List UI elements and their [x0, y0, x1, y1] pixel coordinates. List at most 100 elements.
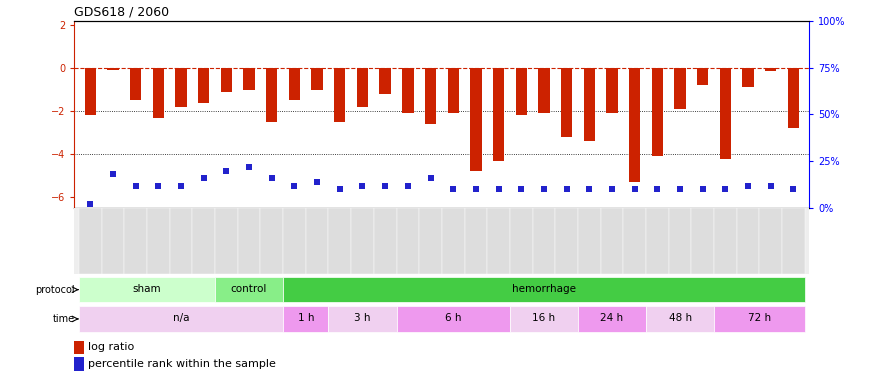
- Bar: [442, 208, 465, 274]
- Bar: [85, 68, 96, 116]
- Bar: [788, 68, 799, 128]
- Point: [673, 186, 687, 192]
- Bar: [238, 208, 261, 274]
- Bar: [396, 306, 510, 332]
- Bar: [108, 68, 119, 70]
- Bar: [102, 208, 124, 274]
- Point: [355, 183, 369, 189]
- Point: [265, 175, 279, 181]
- Bar: [261, 208, 284, 274]
- Bar: [578, 208, 600, 274]
- Point: [560, 186, 574, 192]
- Text: GDS618 / 2060: GDS618 / 2060: [74, 5, 170, 18]
- Bar: [714, 306, 805, 332]
- Text: percentile rank within the sample: percentile rank within the sample: [88, 359, 276, 369]
- Bar: [284, 208, 305, 274]
- Text: 1 h: 1 h: [298, 314, 314, 323]
- Bar: [720, 68, 732, 159]
- Bar: [533, 208, 556, 274]
- Bar: [215, 277, 284, 302]
- Bar: [192, 208, 215, 274]
- Bar: [646, 208, 668, 274]
- Bar: [515, 68, 527, 116]
- Bar: [691, 208, 714, 274]
- Bar: [646, 306, 714, 332]
- Bar: [629, 68, 640, 182]
- Text: control: control: [231, 284, 267, 294]
- Text: 3 h: 3 h: [354, 314, 371, 323]
- Bar: [130, 68, 141, 100]
- Bar: [220, 68, 232, 92]
- Bar: [74, 340, 84, 354]
- Point: [627, 186, 641, 192]
- Text: 72 h: 72 h: [748, 314, 771, 323]
- Point: [605, 186, 619, 192]
- Bar: [668, 208, 691, 274]
- Bar: [79, 277, 215, 302]
- Point: [242, 164, 256, 170]
- Point: [287, 183, 301, 189]
- Text: 48 h: 48 h: [668, 314, 691, 323]
- Bar: [584, 68, 595, 141]
- Bar: [243, 68, 255, 90]
- Point: [492, 186, 506, 192]
- Bar: [198, 68, 209, 102]
- Point: [174, 183, 188, 189]
- Bar: [74, 357, 84, 370]
- Bar: [606, 68, 618, 113]
- Bar: [312, 68, 323, 90]
- Point: [220, 168, 234, 174]
- Bar: [714, 208, 737, 274]
- Point: [332, 186, 346, 192]
- Bar: [374, 208, 396, 274]
- Point: [129, 183, 143, 189]
- Bar: [765, 68, 776, 71]
- Point: [741, 183, 755, 189]
- Text: 6 h: 6 h: [445, 314, 461, 323]
- Bar: [465, 208, 487, 274]
- Bar: [170, 208, 192, 274]
- Bar: [152, 68, 164, 118]
- Bar: [493, 68, 504, 161]
- Text: time: time: [52, 314, 75, 324]
- Text: 16 h: 16 h: [532, 314, 556, 323]
- Bar: [737, 208, 760, 274]
- Text: n/a: n/a: [172, 314, 189, 323]
- Bar: [328, 306, 396, 332]
- Bar: [402, 68, 414, 113]
- Bar: [652, 68, 663, 156]
- Point: [537, 186, 551, 192]
- Point: [151, 183, 165, 189]
- Point: [83, 201, 97, 207]
- Text: protocol: protocol: [35, 285, 75, 295]
- Bar: [600, 208, 623, 274]
- Point: [401, 183, 415, 189]
- Bar: [284, 277, 805, 302]
- Point: [787, 186, 801, 192]
- Bar: [284, 306, 328, 332]
- Bar: [760, 208, 782, 274]
- Point: [764, 183, 778, 189]
- Bar: [351, 208, 374, 274]
- Bar: [380, 68, 391, 94]
- Bar: [697, 68, 709, 85]
- Bar: [675, 68, 686, 109]
- Bar: [743, 68, 753, 87]
- Bar: [357, 68, 368, 107]
- Text: hemorrhage: hemorrhage: [512, 284, 576, 294]
- Bar: [561, 68, 572, 137]
- Bar: [79, 306, 284, 332]
- Point: [718, 186, 732, 192]
- Bar: [578, 306, 646, 332]
- Bar: [510, 306, 578, 332]
- Bar: [79, 208, 102, 274]
- Point: [650, 186, 664, 192]
- Bar: [305, 208, 328, 274]
- Bar: [782, 208, 805, 274]
- Bar: [289, 68, 300, 100]
- Bar: [470, 68, 481, 171]
- Bar: [175, 68, 186, 107]
- Bar: [510, 208, 533, 274]
- Bar: [487, 208, 510, 274]
- Bar: [124, 208, 147, 274]
